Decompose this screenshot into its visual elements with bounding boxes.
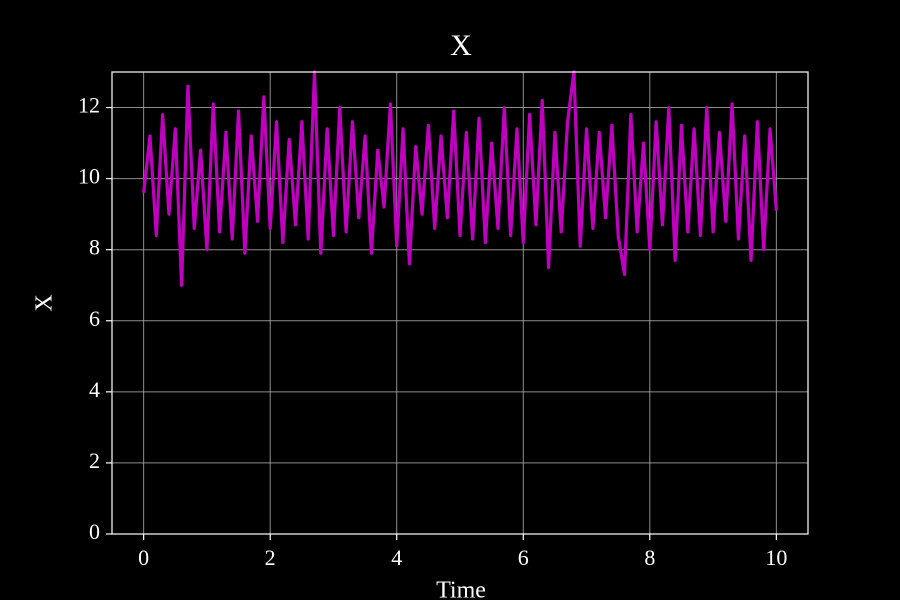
x-tick-label: 10 — [765, 545, 787, 570]
y-tick-label: 8 — [89, 235, 100, 260]
y-tick-label: 10 — [78, 164, 100, 189]
y-tick-label: 2 — [89, 448, 100, 473]
y-tick-label: 4 — [89, 377, 100, 402]
x-tick-label: 8 — [644, 545, 655, 570]
x-tick-label: 0 — [138, 545, 149, 570]
y-tick-label: 12 — [78, 93, 100, 118]
x-tick-label: 2 — [265, 545, 276, 570]
chart-title: X — [450, 29, 472, 62]
y-tick-label: 6 — [89, 306, 100, 331]
plot-frame — [111, 71, 809, 535]
data-line — [142, 70, 778, 287]
y-tick-label: 0 — [89, 519, 100, 544]
x-tick-label: 6 — [518, 545, 529, 570]
x-tick-label: 4 — [391, 545, 402, 570]
x-axis-label: Time — [436, 578, 486, 600]
y-axis-label: X — [32, 294, 58, 311]
